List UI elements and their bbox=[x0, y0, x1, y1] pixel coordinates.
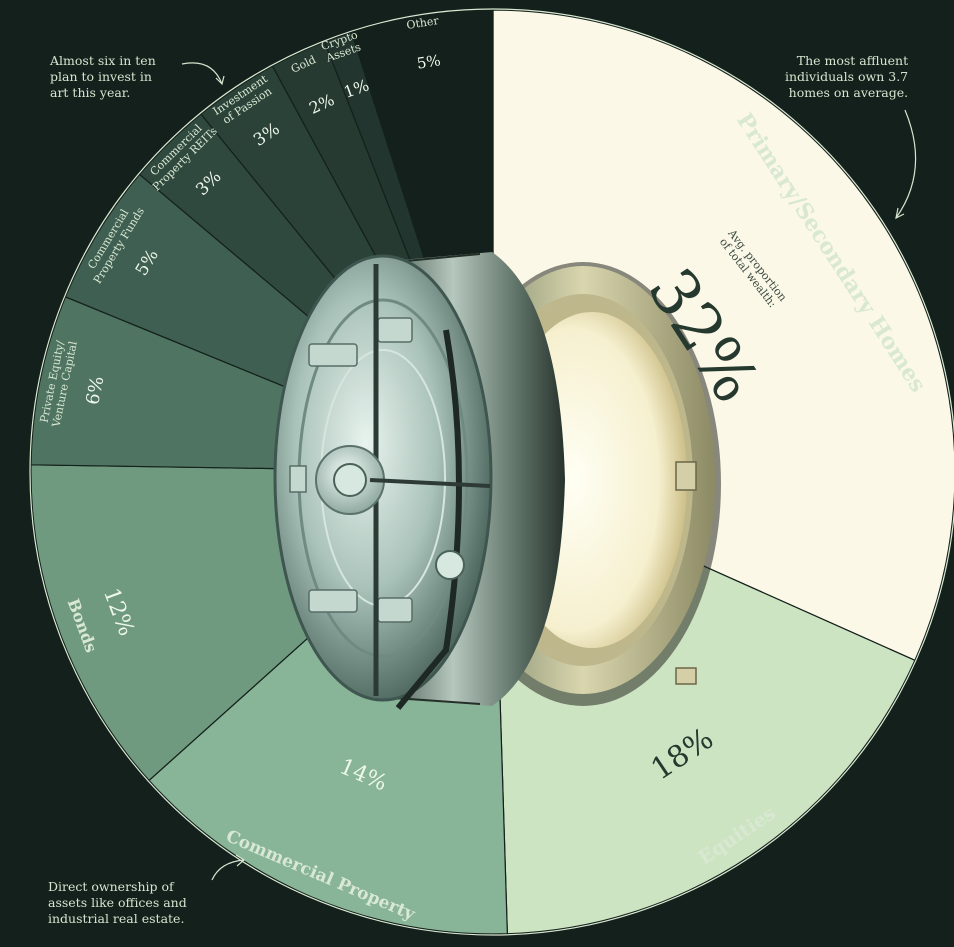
note-art: Almost six in ten plan to invest in art … bbox=[50, 53, 156, 101]
note-art-line-3: art this year. bbox=[50, 85, 131, 100]
note-art-line-1: Almost six in ten bbox=[50, 53, 156, 68]
annotation-arrows bbox=[181, 62, 917, 881]
vault-illustration bbox=[273, 252, 721, 710]
note-homes-line-1: The most affluent bbox=[796, 53, 909, 68]
arrow-homes bbox=[895, 109, 917, 220]
note-homes-line-3: homes on average. bbox=[788, 85, 909, 100]
note-commercial: Direct ownership of assets like offices … bbox=[48, 879, 187, 927]
note-art-line-2: plan to invest in bbox=[50, 69, 152, 84]
note-homes: The most affluent individuals own 3.7 ho… bbox=[785, 53, 908, 101]
category-label-other: Other bbox=[406, 14, 441, 32]
note-commercial-line-2: assets like offices and bbox=[48, 895, 187, 910]
pct-label-other: 5% bbox=[416, 51, 442, 72]
note-homes-line-2: individuals own 3.7 bbox=[785, 69, 909, 84]
note-commercial-line-1: Direct ownership of bbox=[48, 879, 174, 894]
arrow-art bbox=[181, 62, 225, 86]
outer-ring bbox=[29, 8, 954, 936]
note-commercial-line-3: industrial real estate. bbox=[48, 911, 185, 926]
arrow-commercial bbox=[211, 854, 246, 881]
